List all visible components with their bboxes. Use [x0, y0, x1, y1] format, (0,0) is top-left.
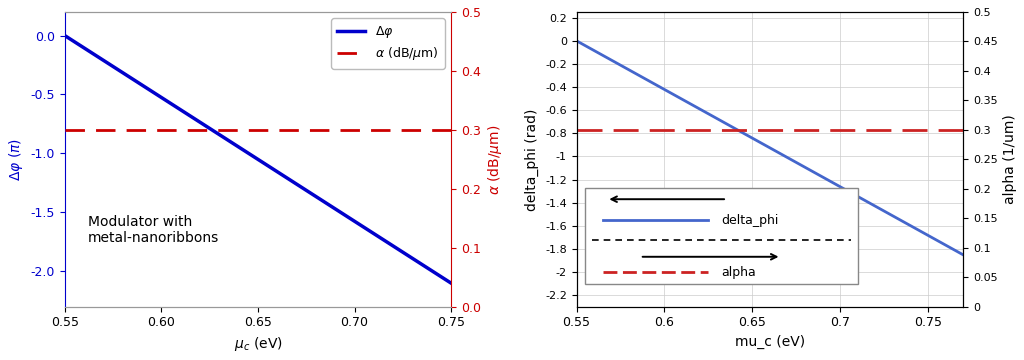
Y-axis label: $\Delta\varphi$ ($\pi$): $\Delta\varphi$ ($\pi$)	[7, 138, 25, 181]
Text: Modulator with
metal-nanoribbons: Modulator with metal-nanoribbons	[88, 215, 219, 245]
Text: delta_phi: delta_phi	[722, 214, 779, 227]
Y-axis label: delta_phi (rad): delta_phi (rad)	[525, 108, 540, 211]
Legend: $\Delta\varphi$, $\alpha$ (dB/$\mu$m): $\Delta\varphi$, $\alpha$ (dB/$\mu$m)	[331, 18, 444, 69]
Y-axis label: alpha (1/um): alpha (1/um)	[1004, 114, 1017, 204]
FancyBboxPatch shape	[586, 188, 858, 284]
Text: alpha: alpha	[722, 266, 757, 279]
Y-axis label: $\alpha$ (dB/$\mu$m): $\alpha$ (dB/$\mu$m)	[486, 124, 505, 195]
X-axis label: $\mu_c$ (eV): $\mu_c$ (eV)	[233, 335, 283, 353]
X-axis label: mu_c (eV): mu_c (eV)	[735, 335, 805, 349]
